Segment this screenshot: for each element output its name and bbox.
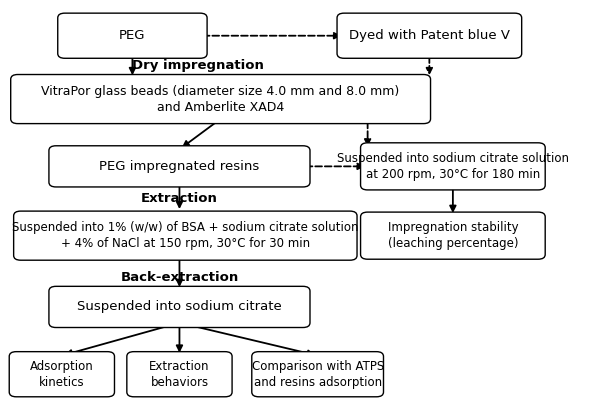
Text: Dyed with Patent blue V: Dyed with Patent blue V bbox=[349, 29, 510, 42]
Text: Dry impregnation: Dry impregnation bbox=[133, 59, 264, 72]
Text: Adsorption
kinetics: Adsorption kinetics bbox=[30, 360, 94, 389]
FancyBboxPatch shape bbox=[49, 286, 310, 328]
Text: Impregnation stability
(leaching percentage): Impregnation stability (leaching percent… bbox=[388, 221, 518, 250]
Text: Comparison with ATPS
and resins adsorption: Comparison with ATPS and resins adsorpti… bbox=[251, 360, 384, 389]
FancyBboxPatch shape bbox=[127, 351, 232, 397]
FancyBboxPatch shape bbox=[14, 211, 357, 260]
FancyBboxPatch shape bbox=[11, 74, 431, 124]
FancyBboxPatch shape bbox=[337, 13, 521, 58]
FancyBboxPatch shape bbox=[361, 143, 545, 190]
Text: PEG impregnated resins: PEG impregnated resins bbox=[100, 160, 260, 173]
Text: Extraction
behaviors: Extraction behaviors bbox=[149, 360, 210, 389]
Text: PEG: PEG bbox=[119, 29, 146, 42]
FancyBboxPatch shape bbox=[252, 351, 383, 397]
Text: Suspended into sodium citrate: Suspended into sodium citrate bbox=[77, 301, 282, 314]
Text: Suspended into 1% (w/w) of BSA + sodium citrate solution
+ 4% of NaCl at 150 rpm: Suspended into 1% (w/w) of BSA + sodium … bbox=[12, 221, 359, 250]
FancyBboxPatch shape bbox=[49, 146, 310, 187]
Text: Back-extraction: Back-extraction bbox=[121, 271, 239, 284]
FancyBboxPatch shape bbox=[9, 351, 115, 397]
Text: Suspended into sodium citrate solution
at 200 rpm, 30°C for 180 min: Suspended into sodium citrate solution a… bbox=[337, 152, 569, 181]
FancyBboxPatch shape bbox=[361, 212, 545, 259]
FancyBboxPatch shape bbox=[58, 13, 207, 58]
Text: Extraction: Extraction bbox=[141, 191, 218, 204]
Text: VitraPor glass beads (diameter size 4.0 mm and 8.0 mm)
and Amberlite XAD4: VitraPor glass beads (diameter size 4.0 … bbox=[41, 84, 400, 114]
